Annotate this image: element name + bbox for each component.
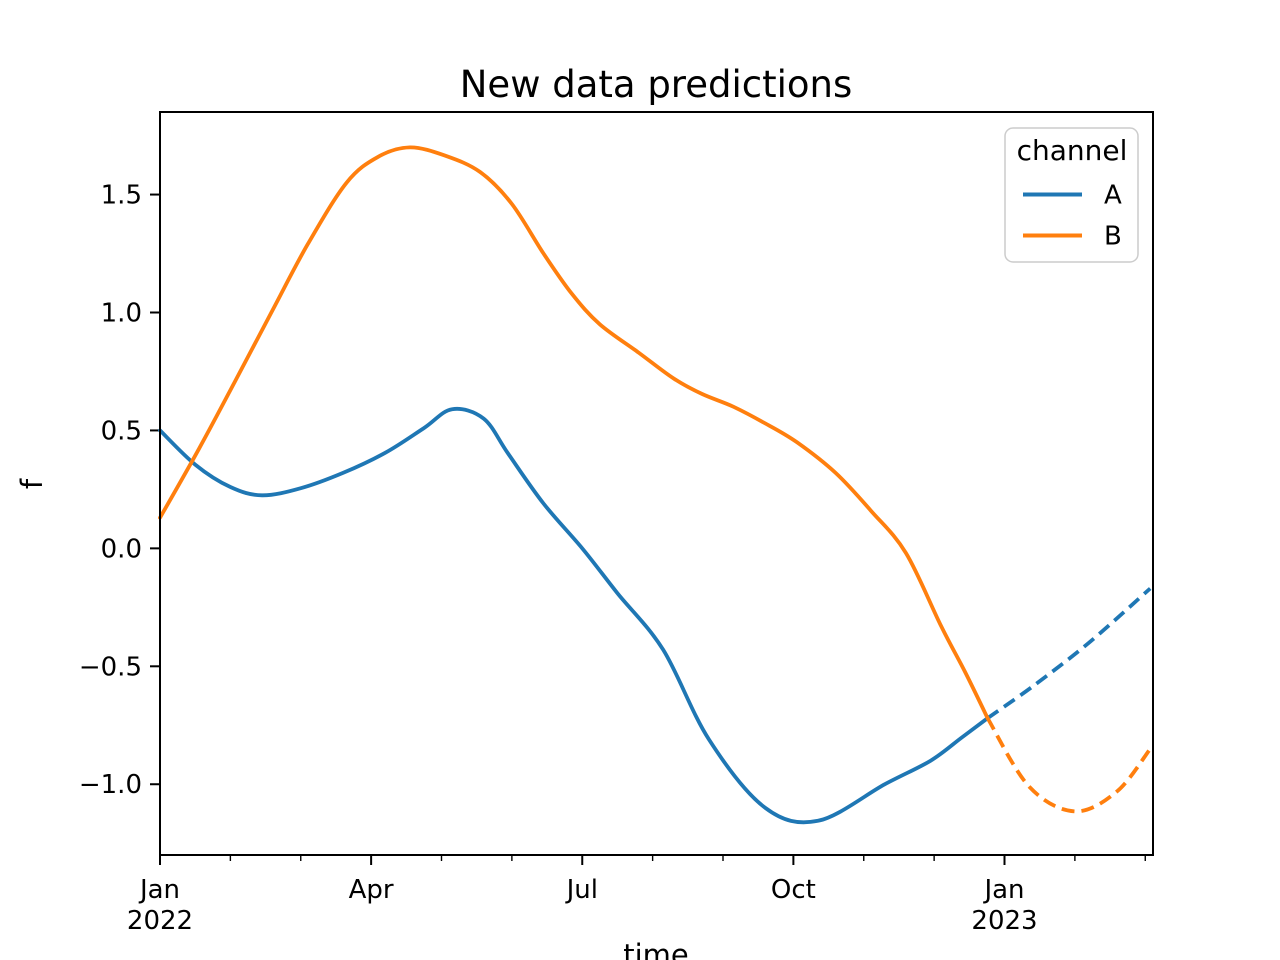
series-line-a-predicted	[986, 587, 1152, 720]
series-line-b-observed	[158, 145, 990, 721]
x-tick-label: Oct	[771, 875, 816, 905]
y-tick-label: −1.0	[79, 770, 142, 800]
y-axis-label: f	[15, 478, 49, 489]
legend-title: channel	[1017, 134, 1128, 167]
y-tick-label: 1.5	[101, 181, 142, 211]
x-tick-label: Jan	[138, 875, 180, 905]
y-tick-label: 0.5	[101, 416, 142, 446]
x-tick-label: Apr	[349, 875, 394, 905]
x-tick-label: Jul	[565, 875, 598, 905]
y-tick-label: 0.0	[101, 534, 142, 564]
series-line-a-observed	[158, 406, 990, 825]
x-axis-label: time	[623, 938, 689, 960]
legend-label-a: A	[1104, 181, 1122, 211]
x-tick-label: Jan	[982, 875, 1024, 905]
x-tick-sublabel: 2022	[127, 906, 193, 936]
series-layer	[158, 145, 1152, 825]
legend-label-b: B	[1104, 222, 1122, 252]
y-tick-label: 1.0	[101, 298, 142, 328]
y-tick-label: −0.5	[79, 652, 142, 682]
x-tick-sublabel: 2023	[971, 906, 1037, 936]
legend: channel A B	[1004, 127, 1139, 263]
chart-title: New data predictions	[460, 63, 852, 106]
axes-frame	[159, 111, 1154, 856]
series-line-b-predicted	[985, 717, 1152, 814]
